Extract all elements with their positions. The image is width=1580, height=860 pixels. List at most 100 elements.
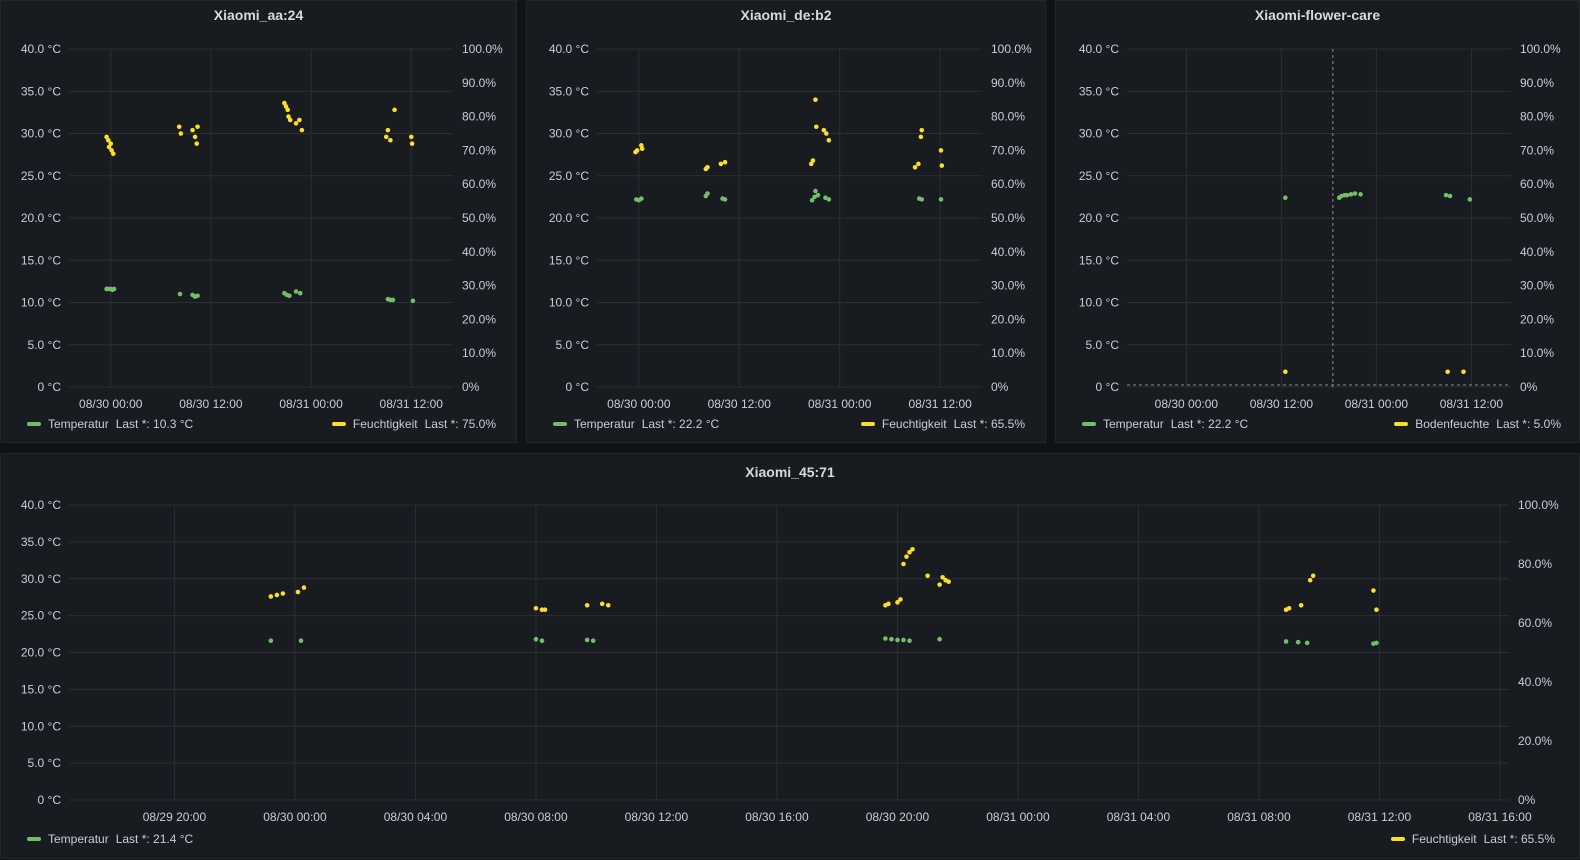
- data-point-feuchtigkeit[interactable]: [916, 161, 921, 167]
- data-point-feuchtigkeit[interactable]: [1371, 588, 1376, 593]
- data-point-temperatur[interactable]: [1443, 192, 1449, 198]
- data-point-feuchtigkeit[interactable]: [542, 607, 548, 613]
- data-point-feuchtigkeit[interactable]: [194, 141, 200, 146]
- data-point-feuchtigkeit[interactable]: [810, 158, 816, 163]
- data-point-feuchtigkeit[interactable]: [886, 601, 891, 607]
- data-point-feuchtigkeit[interactable]: [287, 117, 293, 123]
- data-point-feuchtigkeit[interactable]: [898, 597, 903, 602]
- data-point-temperatur[interactable]: [639, 196, 644, 201]
- panel-xiaomi-4571[interactable]: Xiaomi_45:71 0 °C 5.0 °C 10.0 °C 15.0 °C 20.…: [0, 453, 1580, 859]
- data-point-temperatur[interactable]: [895, 637, 900, 643]
- legend-item-feuchtigkeit[interactable]: Feuchtigkeit Last *: 65.5%: [860, 417, 1025, 431]
- legend-item-temperatur[interactable]: Temperatur Last *: 22.2 °C: [553, 417, 719, 431]
- data-point-feuchtigkeit[interactable]: [295, 589, 301, 595]
- data-point-feuchtigkeit[interactable]: [599, 601, 605, 607]
- data-point-temperatur[interactable]: [703, 193, 709, 199]
- data-point-feuchtigkeit[interactable]: [274, 592, 280, 598]
- legend-item-temperatur[interactable]: Temperatur Last *: 10.3 °C: [27, 417, 193, 431]
- data-point-temperatur[interactable]: [1283, 195, 1288, 201]
- data-point-feuchtigkeit[interactable]: [1298, 603, 1304, 608]
- data-point-temperatur[interactable]: [195, 293, 200, 299]
- data-point-feuchtigkeit[interactable]: [904, 554, 909, 559]
- data-point-feuchtigkeit[interactable]: [813, 124, 819, 130]
- data-point-temperatur[interactable]: [889, 636, 894, 642]
- data-point-feuchtigkeit[interactable]: [901, 561, 906, 567]
- legend-item-feuchtigkeit[interactable]: Feuchtigkeit Last *: 65.5%: [1390, 832, 1555, 846]
- data-point-temperatur[interactable]: [907, 638, 912, 643]
- data-point-feuchtigkeit[interactable]: [110, 151, 116, 157]
- data-point-feuchtigkeit[interactable]: [105, 137, 111, 143]
- data-point-temperatur[interactable]: [1352, 191, 1358, 196]
- data-point-temperatur[interactable]: [533, 636, 539, 642]
- data-point-feuchtigkeit[interactable]: [940, 574, 945, 580]
- data-point-feuchtigkeit[interactable]: [301, 585, 307, 590]
- data-point-feuchtigkeit[interactable]: [392, 107, 397, 113]
- legend-item-bodenfeuchte[interactable]: Bodenfeuchte Last *: 5.0%: [1394, 417, 1561, 431]
- data-point-feuchtigkeit[interactable]: [178, 131, 184, 136]
- data-point-feuchtigkeit[interactable]: [705, 165, 710, 170]
- data-point-temperatur[interactable]: [1295, 639, 1301, 645]
- data-point-feuchtigkeit[interactable]: [299, 127, 305, 133]
- data-point-temperatur[interactable]: [298, 638, 304, 643]
- data-point-temperatur[interactable]: [1358, 192, 1363, 197]
- data-point-temperatur[interactable]: [1283, 639, 1289, 644]
- data-point-temperatur[interactable]: [809, 197, 815, 203]
- data-point-feuchtigkeit[interactable]: [1374, 607, 1379, 613]
- data-point-temperatur[interactable]: [1447, 193, 1453, 199]
- panel-title[interactable]: Xiaomi_de:b2: [740, 7, 832, 23]
- data-point-temperatur[interactable]: [410, 298, 416, 304]
- data-point-feuchtigkeit[interactable]: [533, 605, 539, 611]
- data-point-temperatur[interactable]: [111, 286, 117, 292]
- data-point-feuchtigkeit[interactable]: [192, 134, 198, 140]
- data-point-bodenfeuchte[interactable]: [1445, 369, 1450, 375]
- panel-xiaomi-deb2[interactable]: Xiaomi_de:b2 0 °C 5.0 °C 10.0 °C 15.0 °C 20.…: [526, 0, 1046, 443]
- data-point-feuchtigkeit[interactable]: [297, 117, 302, 123]
- data-point-feuchtigkeit[interactable]: [937, 582, 942, 587]
- legend-item-temperatur[interactable]: Temperatur Last *: 21.4 °C: [27, 832, 193, 846]
- data-point-feuchtigkeit[interactable]: [919, 127, 925, 133]
- panel-xiaomi-flower-care[interactable]: Xiaomi-flower-care 0 °C 5.0 °C 10.0 °C 15.0…: [1055, 0, 1580, 443]
- data-point-feuchtigkeit[interactable]: [912, 165, 918, 170]
- data-point-temperatur[interactable]: [722, 197, 728, 202]
- data-point-feuchtigkeit[interactable]: [824, 131, 829, 136]
- data-point-feuchtigkeit[interactable]: [106, 144, 112, 150]
- data-point-feuchtigkeit[interactable]: [388, 137, 393, 143]
- data-point-feuchtigkeit[interactable]: [385, 127, 391, 133]
- data-point-feuchtigkeit[interactable]: [718, 161, 724, 167]
- panel-xiaomi-aa24[interactable]: Xiaomi_aa:24 0 °C 5.0 °C 10.0 °C 15.0 °C 20.…: [0, 0, 517, 443]
- data-point-temperatur[interactable]: [539, 638, 545, 643]
- data-point-temperatur[interactable]: [919, 197, 925, 202]
- data-point-feuchtigkeit[interactable]: [938, 148, 944, 153]
- data-point-feuchtigkeit[interactable]: [176, 124, 182, 130]
- data-point-temperatur[interactable]: [937, 636, 942, 642]
- data-point-feuchtigkeit[interactable]: [584, 603, 590, 608]
- data-point-feuchtigkeit[interactable]: [813, 97, 818, 102]
- data-point-temperatur[interactable]: [1467, 197, 1473, 202]
- data-point-bodenfeuchte[interactable]: [1461, 369, 1466, 375]
- data-point-temperatur[interactable]: [901, 637, 906, 643]
- data-point-temperatur[interactable]: [938, 197, 944, 202]
- data-point-temperatur[interactable]: [883, 636, 888, 641]
- data-point-temperatur[interactable]: [268, 638, 274, 643]
- data-point-feuchtigkeit[interactable]: [821, 127, 827, 133]
- data-point-temperatur[interactable]: [590, 638, 596, 643]
- data-point-temperatur[interactable]: [177, 291, 183, 297]
- data-point-feuchtigkeit[interactable]: [639, 146, 645, 152]
- data-point-feuchtigkeit[interactable]: [195, 124, 200, 130]
- data-point-feuchtigkeit[interactable]: [918, 134, 924, 140]
- data-point-feuchtigkeit[interactable]: [826, 137, 832, 143]
- panel-title[interactable]: Xiaomi_45:71: [745, 464, 835, 480]
- panel-title[interactable]: Xiaomi_aa:24: [213, 7, 304, 23]
- data-point-feuchtigkeit[interactable]: [1310, 573, 1316, 579]
- data-point-temperatur[interactable]: [1304, 640, 1310, 646]
- data-point-feuchtigkeit[interactable]: [946, 579, 951, 584]
- data-point-temperatur[interactable]: [287, 293, 292, 299]
- data-point-feuchtigkeit[interactable]: [268, 594, 274, 599]
- data-point-temperatur[interactable]: [293, 289, 299, 294]
- data-point-feuchtigkeit[interactable]: [190, 127, 195, 133]
- data-point-temperatur[interactable]: [813, 188, 818, 194]
- data-point-temperatur[interactable]: [1348, 192, 1354, 197]
- panel-title[interactable]: Xiaomi-flower-care: [1254, 7, 1381, 23]
- data-point-feuchtigkeit[interactable]: [383, 134, 389, 140]
- data-point-temperatur[interactable]: [390, 297, 396, 303]
